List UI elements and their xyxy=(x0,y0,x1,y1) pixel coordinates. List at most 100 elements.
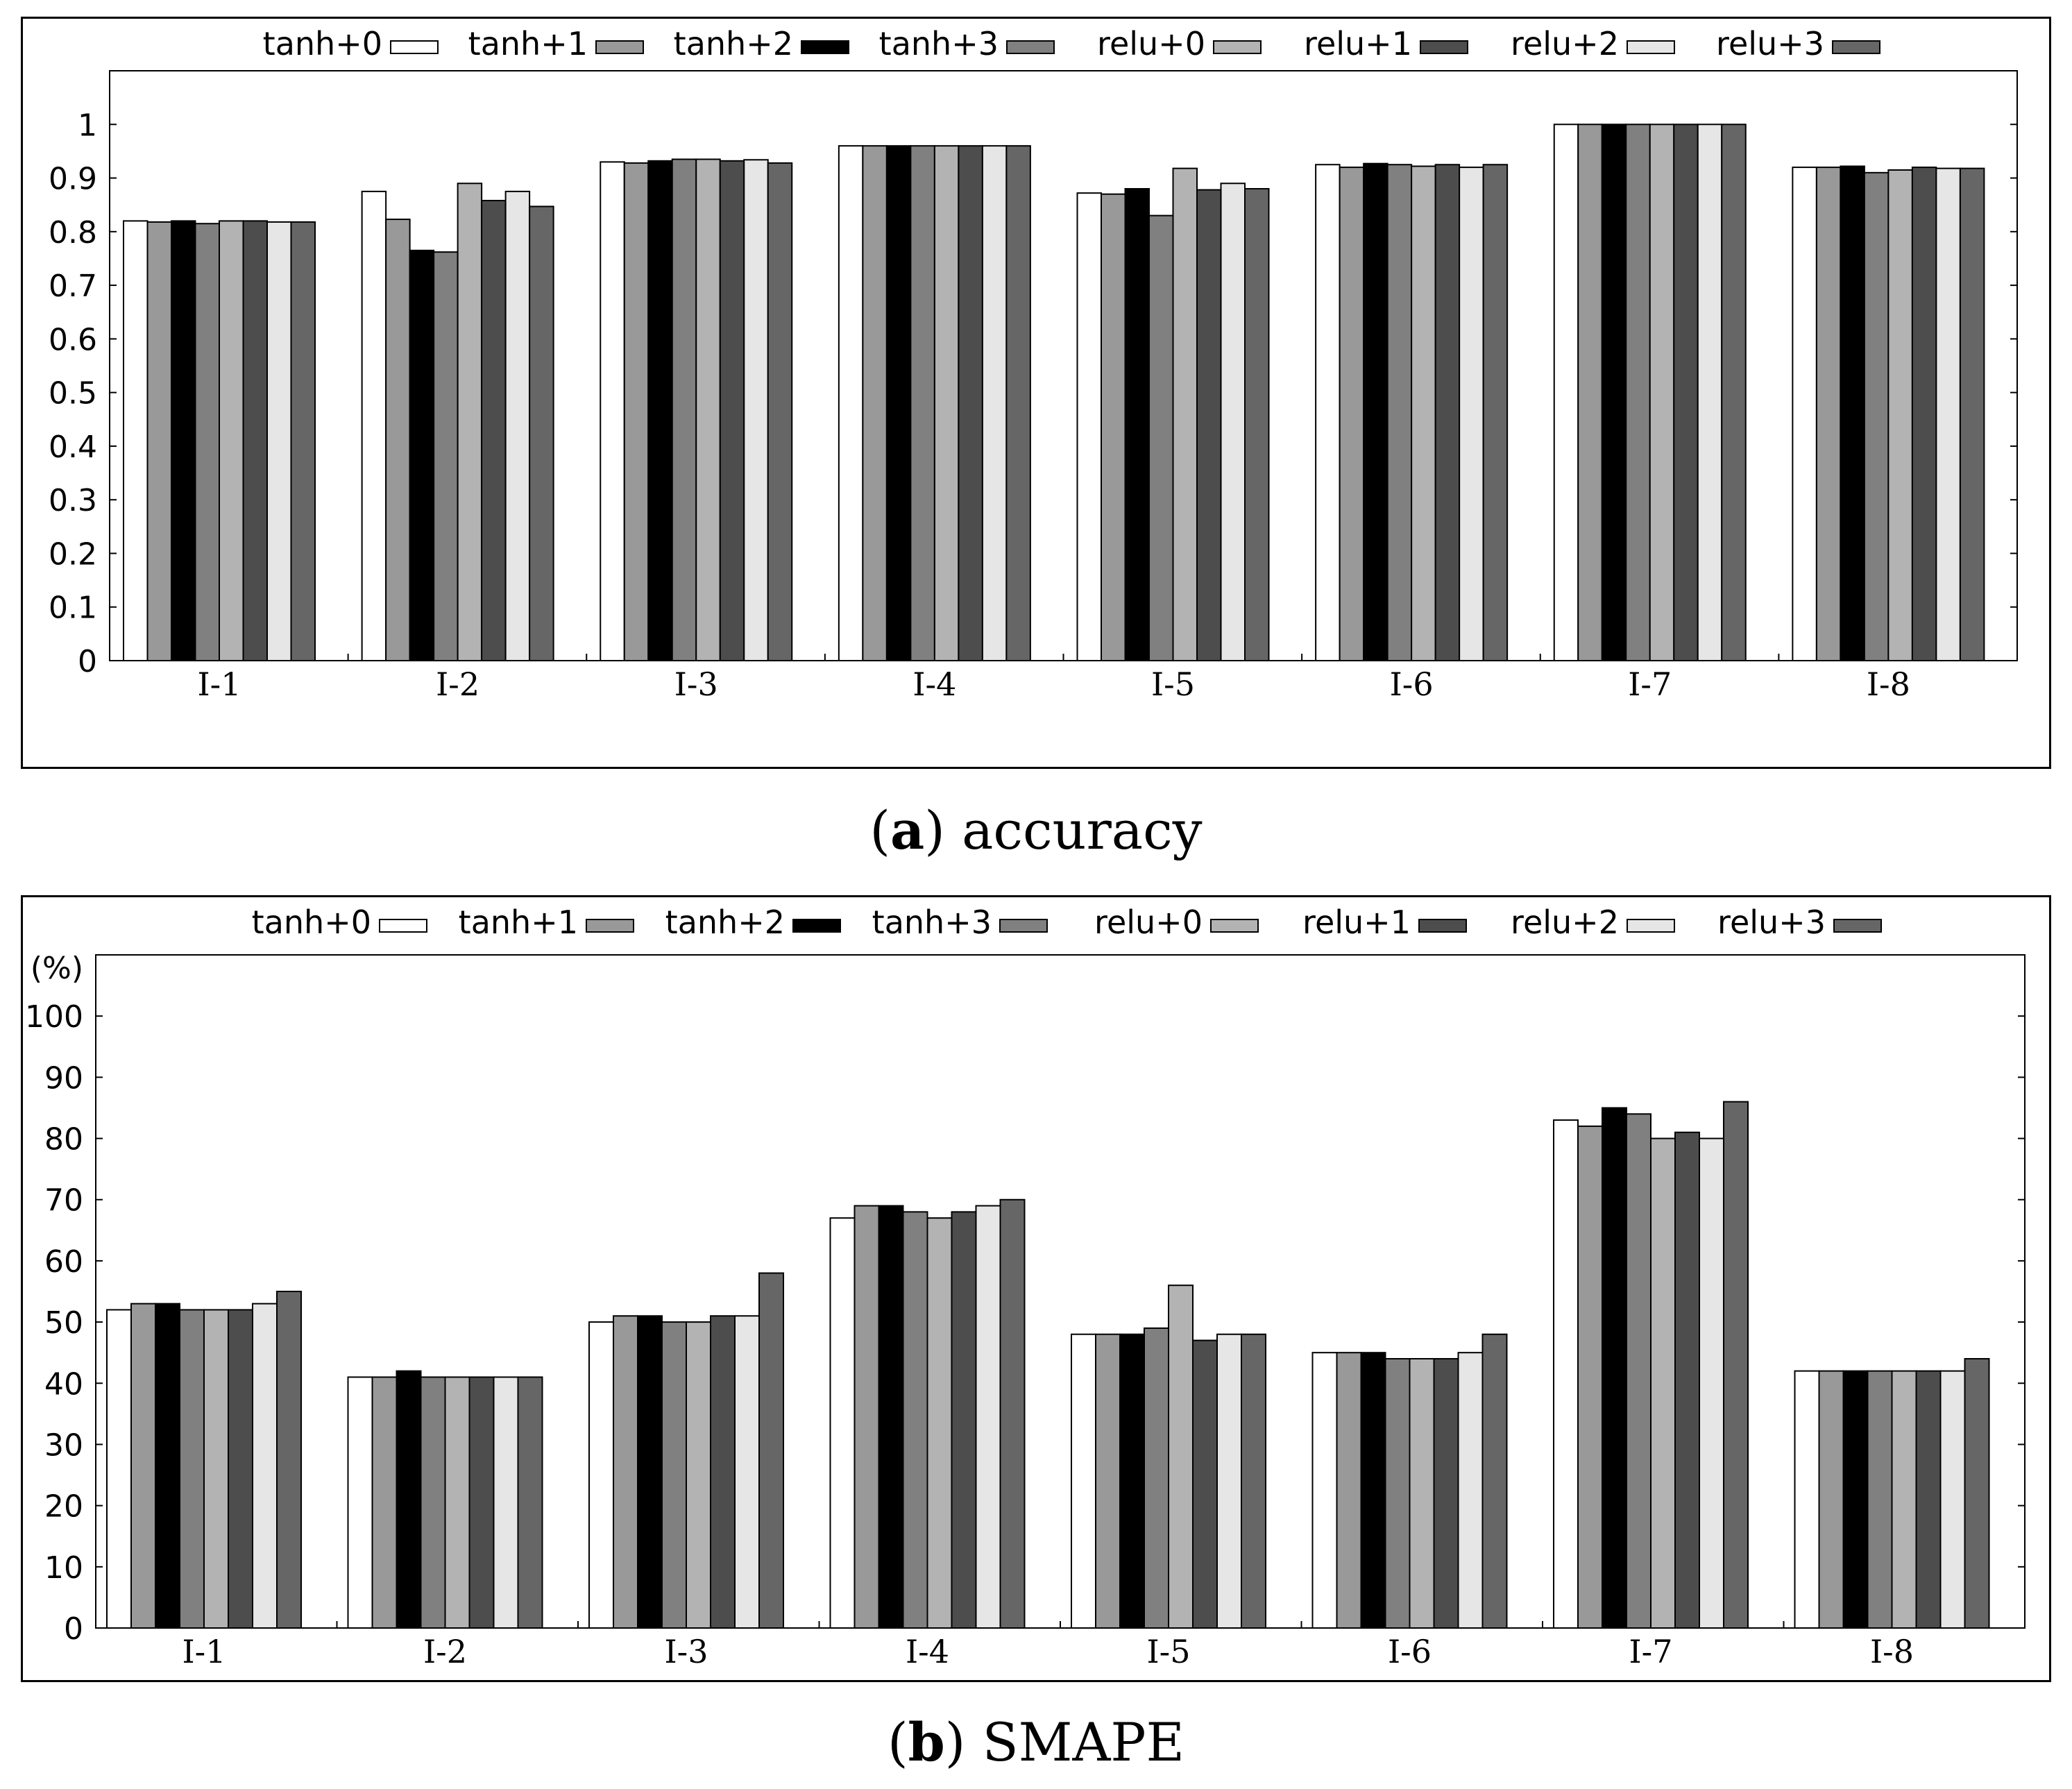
caption-a-letter: a xyxy=(890,799,925,861)
bar xyxy=(1935,167,1961,662)
legend-label: relu+0 xyxy=(1094,904,1203,941)
bar xyxy=(1148,214,1174,661)
legend-swatch xyxy=(1833,919,1882,933)
bar xyxy=(252,1303,278,1629)
legend-swatch xyxy=(1832,40,1880,54)
bar xyxy=(958,145,983,661)
bar xyxy=(1673,124,1699,662)
bars xyxy=(106,1101,1990,1629)
accuracy-chart-panel: tanh+0 tanh+1 tanh+2 tanh+3 relu+0 relu+1 relu… xyxy=(21,17,2051,769)
bar xyxy=(385,219,411,661)
bar xyxy=(588,1321,614,1629)
bar xyxy=(1602,1107,1627,1629)
bar xyxy=(444,1376,470,1629)
bar xyxy=(468,1376,495,1629)
legend-swatch xyxy=(1213,40,1262,54)
y-tick-label: 0 xyxy=(78,644,97,679)
legend-swatch xyxy=(792,919,841,933)
bar xyxy=(1409,1358,1435,1629)
bar xyxy=(933,145,960,661)
bar xyxy=(347,1376,373,1629)
bar xyxy=(1124,188,1150,661)
bar xyxy=(433,251,459,661)
y-tick-label: 0.7 xyxy=(49,269,97,304)
bars xyxy=(123,124,1985,662)
bar xyxy=(1336,1352,1362,1629)
y-tick-label: 90 xyxy=(44,1060,83,1096)
legend-swatch xyxy=(1210,919,1259,933)
bar xyxy=(409,249,435,661)
y-tick-label: 100 xyxy=(25,999,83,1035)
bar xyxy=(1433,1358,1459,1629)
bar xyxy=(123,220,148,661)
bar xyxy=(179,1309,205,1629)
bar xyxy=(1244,188,1270,661)
x-tick-label: I-1 xyxy=(198,665,241,703)
smape-chart-panel: tanh+0 tanh+1 tanh+2 tanh+3 relu+0 relu+1 relu… xyxy=(21,895,2051,1682)
x-tick-label: I-3 xyxy=(665,1633,708,1670)
legend: tanh+0 tanh+1 tanh+2 tanh+3 relu+0 relu+1 relu… xyxy=(263,25,1880,62)
bar xyxy=(1360,1352,1386,1629)
x-tick-label: I-2 xyxy=(423,1633,467,1670)
bar xyxy=(493,1376,519,1629)
bar xyxy=(647,160,673,661)
y-tick-label: 0.4 xyxy=(49,430,97,465)
bar xyxy=(1863,171,1890,661)
bar xyxy=(637,1315,663,1629)
caption-b-letter: b xyxy=(908,1711,945,1773)
bar xyxy=(719,160,745,661)
bar xyxy=(1411,165,1436,661)
bar xyxy=(661,1321,687,1629)
legend-label: tanh+3 xyxy=(879,25,999,62)
bar xyxy=(999,1198,1026,1629)
y-tick-label: 0 xyxy=(64,1611,83,1647)
bar xyxy=(951,1211,977,1629)
bar xyxy=(1891,1370,1917,1629)
bar xyxy=(1168,1284,1194,1629)
bar xyxy=(290,221,316,661)
bar xyxy=(758,1272,784,1629)
bar xyxy=(130,1303,156,1629)
bar xyxy=(1119,1333,1145,1629)
legend-swatch xyxy=(1420,40,1468,54)
y-tick-label: 0.8 xyxy=(49,215,97,251)
bar xyxy=(1482,164,1509,661)
bar xyxy=(600,161,625,661)
y-axis-label: (%) xyxy=(31,951,83,986)
bar xyxy=(1792,167,1817,662)
bar xyxy=(1915,1370,1942,1629)
x-tick-label: I-6 xyxy=(1390,665,1434,703)
legend-label: relu+1 xyxy=(1304,25,1412,62)
legend-label: tanh+3 xyxy=(872,904,992,941)
bar xyxy=(457,183,483,662)
y-tick-label: 0.5 xyxy=(49,376,97,412)
bar xyxy=(203,1309,229,1629)
bar xyxy=(975,1205,1001,1629)
bar xyxy=(1384,1358,1411,1629)
bar xyxy=(1650,1137,1676,1629)
bar xyxy=(862,145,888,661)
legend-swatch xyxy=(595,40,644,54)
smape-chart: tanh+0 tanh+1 tanh+2 tanh+3 relu+0 relu+1 relu… xyxy=(25,904,2026,1670)
y-tick-label: 0.2 xyxy=(49,536,97,572)
bar xyxy=(481,200,507,661)
legend-label: relu+2 xyxy=(1511,904,1619,941)
y-tick-label: 0.9 xyxy=(49,162,97,197)
bar xyxy=(1101,193,1126,661)
legend-swatch xyxy=(1627,919,1675,933)
legend-label: relu+0 xyxy=(1097,25,1205,62)
legend-label: tanh+2 xyxy=(674,25,793,62)
bar xyxy=(1867,1370,1893,1629)
legend-label: tanh+1 xyxy=(468,25,588,62)
legend-label: tanh+1 xyxy=(459,904,578,941)
bar xyxy=(1457,1352,1484,1629)
bar xyxy=(1363,162,1389,661)
y-tick-label: 0.1 xyxy=(49,591,97,626)
bar xyxy=(743,159,769,662)
bar xyxy=(981,145,1008,661)
bar xyxy=(613,1315,638,1629)
bar xyxy=(854,1205,880,1629)
x-tick-label: I-3 xyxy=(674,665,718,703)
bar xyxy=(1577,1125,1603,1629)
y-tick-label: 80 xyxy=(44,1122,83,1158)
